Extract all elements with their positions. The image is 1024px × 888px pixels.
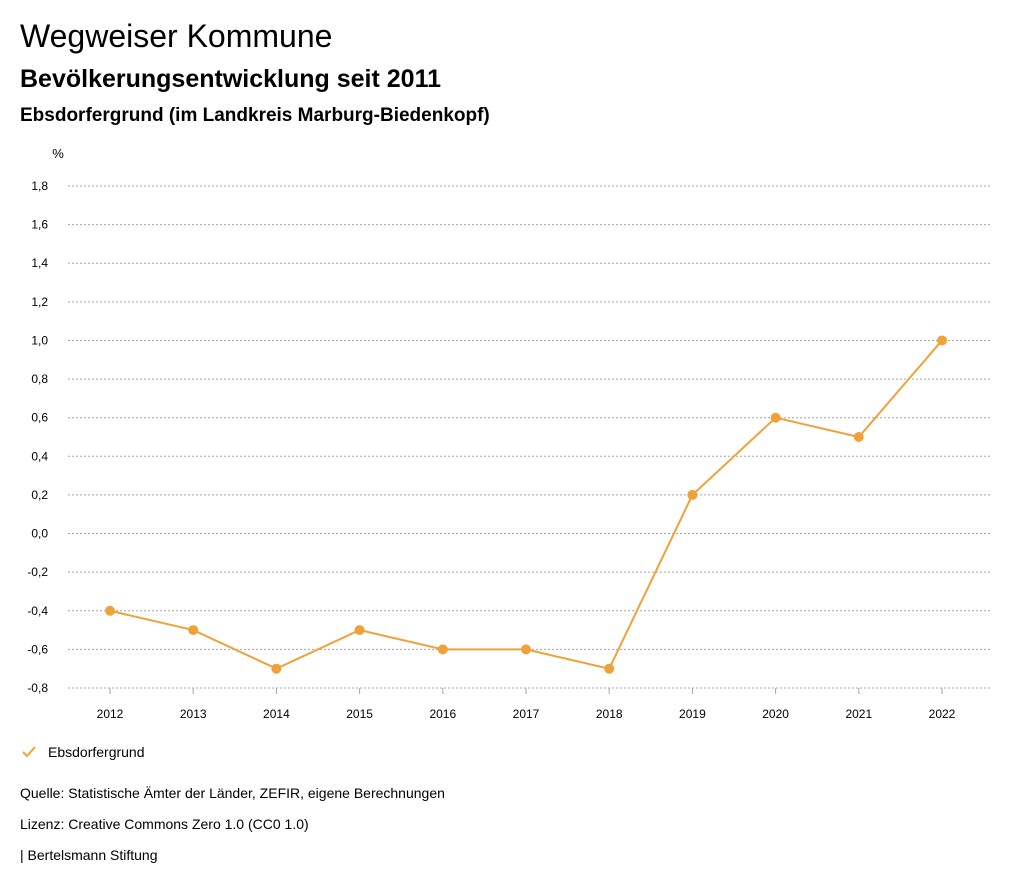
line-chart: % 1,8 1,6 1,4 1,2 1,0 0,8 0,6 0,4 0,2 0,0 -0,2 -0,4… (27, 146, 990, 721)
page-title: Wegweiser Kommune (20, 18, 333, 54)
credit-note: | Bertelsmann Stiftung (20, 847, 158, 863)
x-tick-label: 2015 (346, 707, 373, 721)
y-tick-label: 0,8 (31, 372, 48, 386)
legend-label: Ebsdorfergrund (48, 744, 145, 760)
x-tick-label: 2013 (180, 707, 207, 721)
data-point[interactable] (271, 663, 282, 674)
x-tick-label: 2020 (762, 707, 789, 721)
x-tick-label: 2021 (845, 707, 872, 721)
y-tick-label: 1,4 (31, 256, 48, 270)
y-tick-label: 0,4 (31, 449, 48, 463)
y-tick-label: 0,6 (31, 411, 48, 425)
data-point[interactable] (437, 644, 448, 655)
y-tick-label: -0,6 (27, 642, 48, 656)
data-point[interactable] (105, 605, 115, 616)
y-axis-unit: % (52, 146, 64, 161)
data-point[interactable] (853, 432, 864, 442)
data-point[interactable] (770, 412, 781, 423)
license-note: Lizenz: Creative Commons Zero 1.0 (CC0 1… (20, 816, 309, 832)
x-tick-label: 2012 (97, 707, 124, 721)
y-tick-label: -0,8 (27, 681, 48, 695)
y-tick-label: 1,8 (31, 179, 48, 193)
data-point[interactable] (354, 625, 365, 636)
check-icon (22, 746, 36, 758)
x-tick-label: 2014 (263, 707, 290, 721)
y-tick-label: -0,2 (27, 565, 48, 579)
region-name: Ebsdorfergrund (im Landkreis Marburg-Bie… (20, 105, 490, 126)
data-point[interactable] (521, 644, 531, 655)
legend[interactable]: Ebsdorfergrund (22, 744, 145, 760)
x-tick-label: 2019 (679, 707, 706, 721)
x-tick-label: 2016 (429, 707, 456, 721)
x-tick-label: 2022 (929, 707, 956, 721)
y-tick-label: 0,0 (31, 527, 48, 541)
data-point[interactable] (937, 335, 947, 346)
source-note: Quelle: Statistische Ämter der Länder, Z… (20, 785, 445, 801)
y-tick-label: 1,6 (31, 218, 48, 232)
y-tick-label: 1,0 (31, 333, 48, 347)
data-point[interactable] (188, 625, 199, 636)
y-tick-label: -0,4 (27, 604, 48, 618)
data-series (105, 335, 947, 674)
data-point[interactable] (687, 489, 698, 500)
y-tick-label: 1,2 (31, 295, 48, 309)
grid-lines (68, 185, 990, 689)
chart-subtitle: Bevölkerungsentwicklung seit 2011 (20, 65, 441, 93)
y-tick-label: 0,2 (31, 488, 48, 502)
y-axis-ticks: 1,8 1,6 1,4 1,2 1,0 0,8 0,6 0,4 0,2 0,0 -0,2 -0,4 -0… (27, 179, 48, 695)
series-line (109, 339, 943, 670)
x-axis-ticks: 2012 2013 2014 2015 2016 2017 2018 2019 2020 2021… (97, 688, 956, 721)
x-tick-label: 2017 (513, 707, 540, 721)
x-tick-label: 2018 (596, 707, 623, 721)
data-point[interactable] (604, 663, 615, 674)
